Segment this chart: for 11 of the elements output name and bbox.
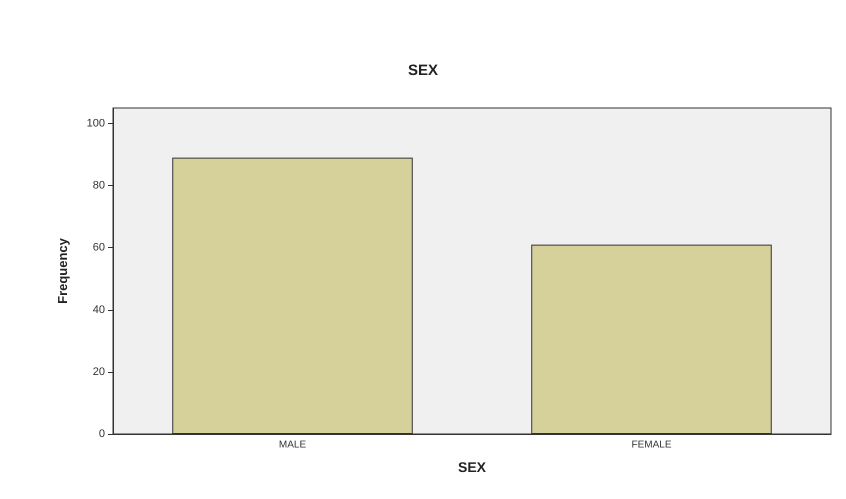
y-tick-label: 100 <box>86 118 105 130</box>
y-axis-title: Frequency <box>55 237 70 304</box>
y-tick-label: 80 <box>92 180 105 192</box>
x-tick-label: FEMALE <box>631 440 672 450</box>
y-tick-label: 60 <box>92 242 105 254</box>
x-axis-title: SEX <box>458 459 487 475</box>
y-tick-label: 20 <box>92 366 105 378</box>
y-tick-label: 40 <box>92 304 105 316</box>
chart-title: SEX <box>408 62 438 79</box>
y-tick-label: 0 <box>98 428 105 440</box>
x-tick-label: MALE <box>278 440 306 450</box>
